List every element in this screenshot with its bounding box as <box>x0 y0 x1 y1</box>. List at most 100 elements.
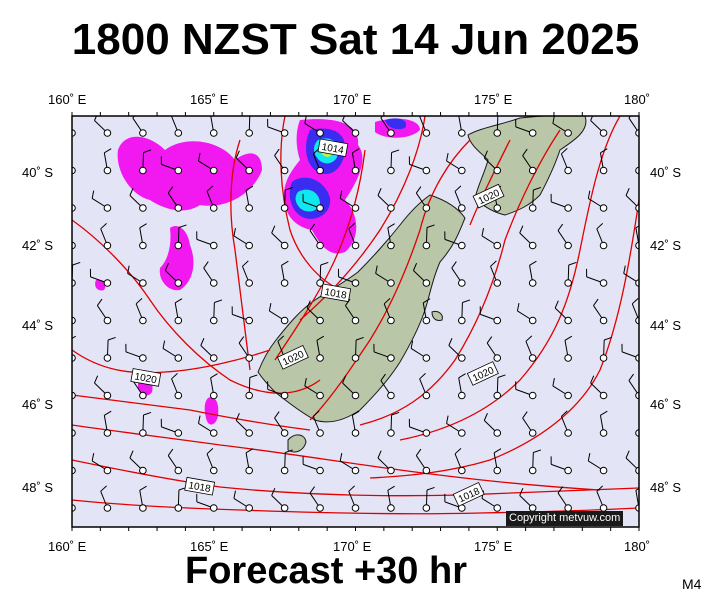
wind-station-circle <box>174 391 183 400</box>
lon-label-bottom-165: 165˚ E <box>190 539 229 554</box>
wind-station-circle <box>103 241 112 250</box>
wind-barb-flag <box>348 485 355 492</box>
wind-station-circle <box>528 204 537 212</box>
isobar-label-box <box>466 361 499 386</box>
wind-barb-flag <box>355 336 364 341</box>
wind-station-circle <box>103 316 112 325</box>
wind-station-circle <box>103 204 112 212</box>
wind-station-circle <box>564 241 572 250</box>
wind-station-circle <box>174 429 183 437</box>
wind-station-circle <box>316 504 324 512</box>
wind-barb-flag <box>557 223 564 231</box>
wind-barb-flag <box>139 223 147 229</box>
wind-station-grid <box>72 112 648 512</box>
wind-station-circle <box>351 204 360 212</box>
wind-barb-flag <box>448 337 453 346</box>
wind-barb-stem <box>72 244 73 246</box>
wind-barb-flag <box>352 148 360 154</box>
isobar-label-text: 1014 <box>321 142 345 157</box>
wind-barb-flag <box>387 223 395 229</box>
wind-station-circle <box>635 279 639 287</box>
isobar-label-box <box>320 283 352 303</box>
wind-station-circle <box>280 129 289 137</box>
wind-barb-flag <box>281 260 289 266</box>
isobar-label-box <box>184 476 216 496</box>
lat-label-left-40: 40˚ S <box>22 165 54 180</box>
wind-barb-flag <box>135 298 143 305</box>
wind-station-circle <box>316 316 324 325</box>
isobar-label-text: 1018 <box>187 480 211 495</box>
wind-barb-flag <box>304 116 307 124</box>
wind-barb-flag <box>91 453 95 462</box>
wind-barb-flag <box>587 190 591 199</box>
wind-station-circle <box>351 279 360 287</box>
wind-barb-flag <box>640 412 648 415</box>
wind-barb-flag <box>235 150 240 159</box>
wind-barb-flag <box>628 116 632 119</box>
wind-barb-flag <box>352 410 360 416</box>
wind-barb-flag <box>568 261 577 266</box>
wind-barb-flag <box>412 262 418 271</box>
wind-station-circle <box>209 316 218 325</box>
wind-station-circle <box>387 279 395 287</box>
wind-barb-flag <box>214 299 223 303</box>
wind-station-circle <box>72 204 76 212</box>
wind-barb-flag <box>345 298 351 306</box>
wind-barb-flag <box>171 373 178 380</box>
wind-barb-flag <box>552 378 555 387</box>
wind-barb-flag <box>277 335 285 342</box>
wind-station-circle <box>103 504 112 512</box>
wind-barb-flag <box>271 487 276 496</box>
wind-barb-flag <box>497 374 506 378</box>
lon-label-top-170: 170˚ E <box>333 92 372 107</box>
lat-label-left-48: 48˚ S <box>22 480 54 495</box>
wind-barb-flag <box>375 265 378 274</box>
wind-station-circle <box>564 166 572 175</box>
model-label: M4 <box>682 576 702 592</box>
wind-station-circle <box>564 391 572 400</box>
wind-station-circle <box>316 466 324 475</box>
wind-station-circle <box>599 429 608 437</box>
wind-station-circle <box>103 466 112 475</box>
rain-area-northwest <box>117 136 262 211</box>
wind-station-circle <box>635 466 639 475</box>
wind-station-circle <box>422 279 431 287</box>
isobar <box>309 139 471 421</box>
lon-label-top-180: 180˚ <box>624 92 651 107</box>
wind-station-circle <box>599 466 608 475</box>
wind-station-circle <box>280 279 289 287</box>
wind-barb-flag <box>104 148 112 154</box>
wind-barb-flag <box>391 411 400 416</box>
wind-barb-flag <box>600 148 608 154</box>
wind-station-circle <box>72 391 76 400</box>
wind-station-circle <box>316 429 324 437</box>
wind-barb-flag <box>458 373 466 379</box>
wind-barb-flag <box>309 486 316 494</box>
wind-station-circle <box>635 316 639 325</box>
wind-barb-flag <box>197 415 201 424</box>
wind-barb-flag <box>625 450 630 459</box>
wind-barb-flag <box>561 410 568 417</box>
wind-barb-flag <box>238 336 245 344</box>
wind-barb-flag <box>525 335 533 342</box>
wind-station-circle <box>209 466 218 475</box>
wind-barb-flag <box>245 448 254 454</box>
wind-barb-flag <box>162 340 166 349</box>
wind-station-circle <box>351 429 360 437</box>
wind-barb-flag <box>164 262 169 271</box>
wind-barb-flag <box>271 225 276 234</box>
wind-barb-flag <box>250 112 258 115</box>
south-island <box>257 194 466 423</box>
wind-station-circle <box>280 391 289 400</box>
wind-station-circle <box>174 129 183 137</box>
wind-barb-flag <box>587 453 591 462</box>
wind-barb-flag <box>285 186 293 191</box>
wind-barb-flag <box>446 153 449 162</box>
wind-station-circle <box>72 241 76 250</box>
wind-station-circle <box>72 279 76 287</box>
wind-station-circle <box>458 241 466 250</box>
lon-label-bottom-175: 175˚ E <box>474 539 513 554</box>
lat-label-right-48: 48˚ S <box>650 480 682 495</box>
isobar <box>399 116 621 441</box>
wind-station-circle <box>599 316 608 325</box>
